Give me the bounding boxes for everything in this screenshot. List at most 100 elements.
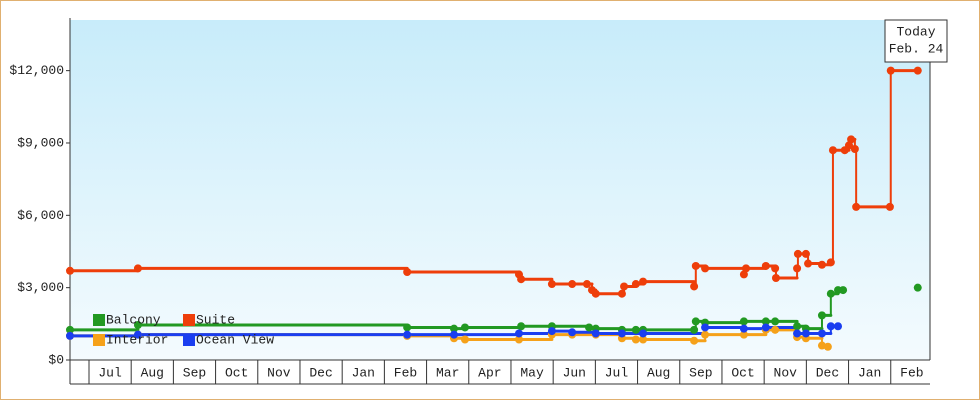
x-tick-label: Sep	[183, 365, 206, 380]
price-point	[913, 283, 922, 292]
x-tick-label: Mar	[436, 365, 459, 380]
price-point	[66, 266, 74, 275]
price-point	[450, 330, 459, 339]
price-point	[886, 66, 895, 75]
price-point	[844, 141, 853, 150]
price-point	[817, 260, 826, 269]
price-point	[701, 264, 710, 273]
legend-swatch	[93, 334, 105, 346]
x-tick-label: Dec	[816, 365, 839, 380]
price-point	[66, 331, 74, 340]
x-tick-label: Jul	[605, 365, 629, 380]
price-point	[739, 330, 748, 339]
x-tick-label: Apr	[478, 365, 501, 380]
x-tick-label: Jan	[352, 365, 375, 380]
y-tick-label: $6,000	[17, 208, 64, 223]
x-tick-label: Oct	[225, 365, 248, 380]
price-point	[804, 259, 813, 268]
x-tick-label: Feb	[900, 365, 923, 380]
today-box: Today Feb. 24	[884, 19, 948, 63]
price-point	[403, 323, 412, 332]
price-point	[450, 324, 459, 333]
price-point	[133, 321, 142, 330]
price-point	[826, 322, 835, 331]
price-point	[691, 261, 700, 270]
price-point	[913, 66, 922, 75]
price-point	[517, 275, 526, 284]
price-point	[403, 330, 412, 339]
legend-label: Balcony	[106, 312, 161, 327]
price-point	[620, 282, 629, 291]
x-tick-label: Dec	[309, 365, 332, 380]
price-point	[133, 330, 142, 339]
y-tick-label: $9,000	[17, 135, 64, 150]
price-point	[828, 146, 837, 155]
price-point	[690, 282, 699, 291]
price-point	[793, 249, 802, 258]
x-tick-label: Jan	[858, 365, 881, 380]
price-point	[617, 329, 626, 338]
price-point	[591, 289, 600, 298]
price-point	[761, 261, 770, 270]
price-point	[742, 264, 751, 273]
today-box-frame	[884, 19, 948, 63]
price-point	[771, 274, 780, 283]
price-point	[514, 335, 523, 344]
x-tick-label: Feb	[394, 365, 417, 380]
price-point	[793, 264, 802, 273]
price-point	[771, 325, 780, 334]
price-point	[701, 330, 710, 339]
price-point	[514, 329, 523, 338]
price-point	[690, 325, 699, 334]
today-date: Feb. 24	[889, 41, 944, 56]
plot-area	[70, 20, 930, 360]
price-point	[460, 335, 469, 344]
price-point	[585, 323, 594, 332]
price-point	[690, 336, 699, 345]
price-point	[793, 329, 802, 338]
y-tick-label: $12,000	[9, 63, 64, 78]
price-point	[801, 249, 810, 258]
price-point	[771, 317, 780, 326]
legend-label: Ocean View	[196, 332, 274, 347]
legend-swatch	[183, 314, 195, 326]
price-point	[639, 277, 648, 286]
price-point	[517, 322, 526, 331]
price-point	[826, 258, 835, 267]
price-point	[403, 267, 412, 276]
price-point	[793, 322, 802, 331]
price-point	[460, 323, 469, 332]
price-point	[591, 329, 600, 338]
price-point	[771, 264, 780, 273]
legend-swatch	[183, 334, 195, 346]
price-point	[801, 329, 810, 338]
price-point	[631, 280, 640, 289]
x-tick-label: Oct	[731, 365, 754, 380]
price-point	[817, 329, 826, 338]
price-point	[739, 317, 748, 326]
today-label: Today	[896, 24, 935, 39]
price-point	[568, 328, 577, 337]
price-point	[639, 335, 648, 344]
price-point	[582, 280, 591, 289]
legend-label: Suite	[196, 312, 235, 327]
price-point	[826, 289, 835, 298]
price-point	[834, 322, 843, 331]
price-point	[839, 286, 848, 295]
price-point	[133, 264, 142, 273]
x-tick-label: Jun	[563, 365, 586, 380]
legend-label: Interior	[106, 332, 168, 347]
price-point	[761, 323, 770, 332]
price-point	[547, 280, 556, 289]
x-tick-label: Aug	[647, 365, 670, 380]
price-point	[847, 135, 856, 144]
x-tick-label: May	[520, 365, 544, 380]
x-tick-label: Jul	[98, 365, 122, 380]
x-tick-label: Sep	[689, 365, 712, 380]
price-point	[850, 145, 859, 154]
price-point	[66, 325, 74, 334]
price-point	[739, 324, 748, 333]
price-point	[568, 280, 577, 289]
